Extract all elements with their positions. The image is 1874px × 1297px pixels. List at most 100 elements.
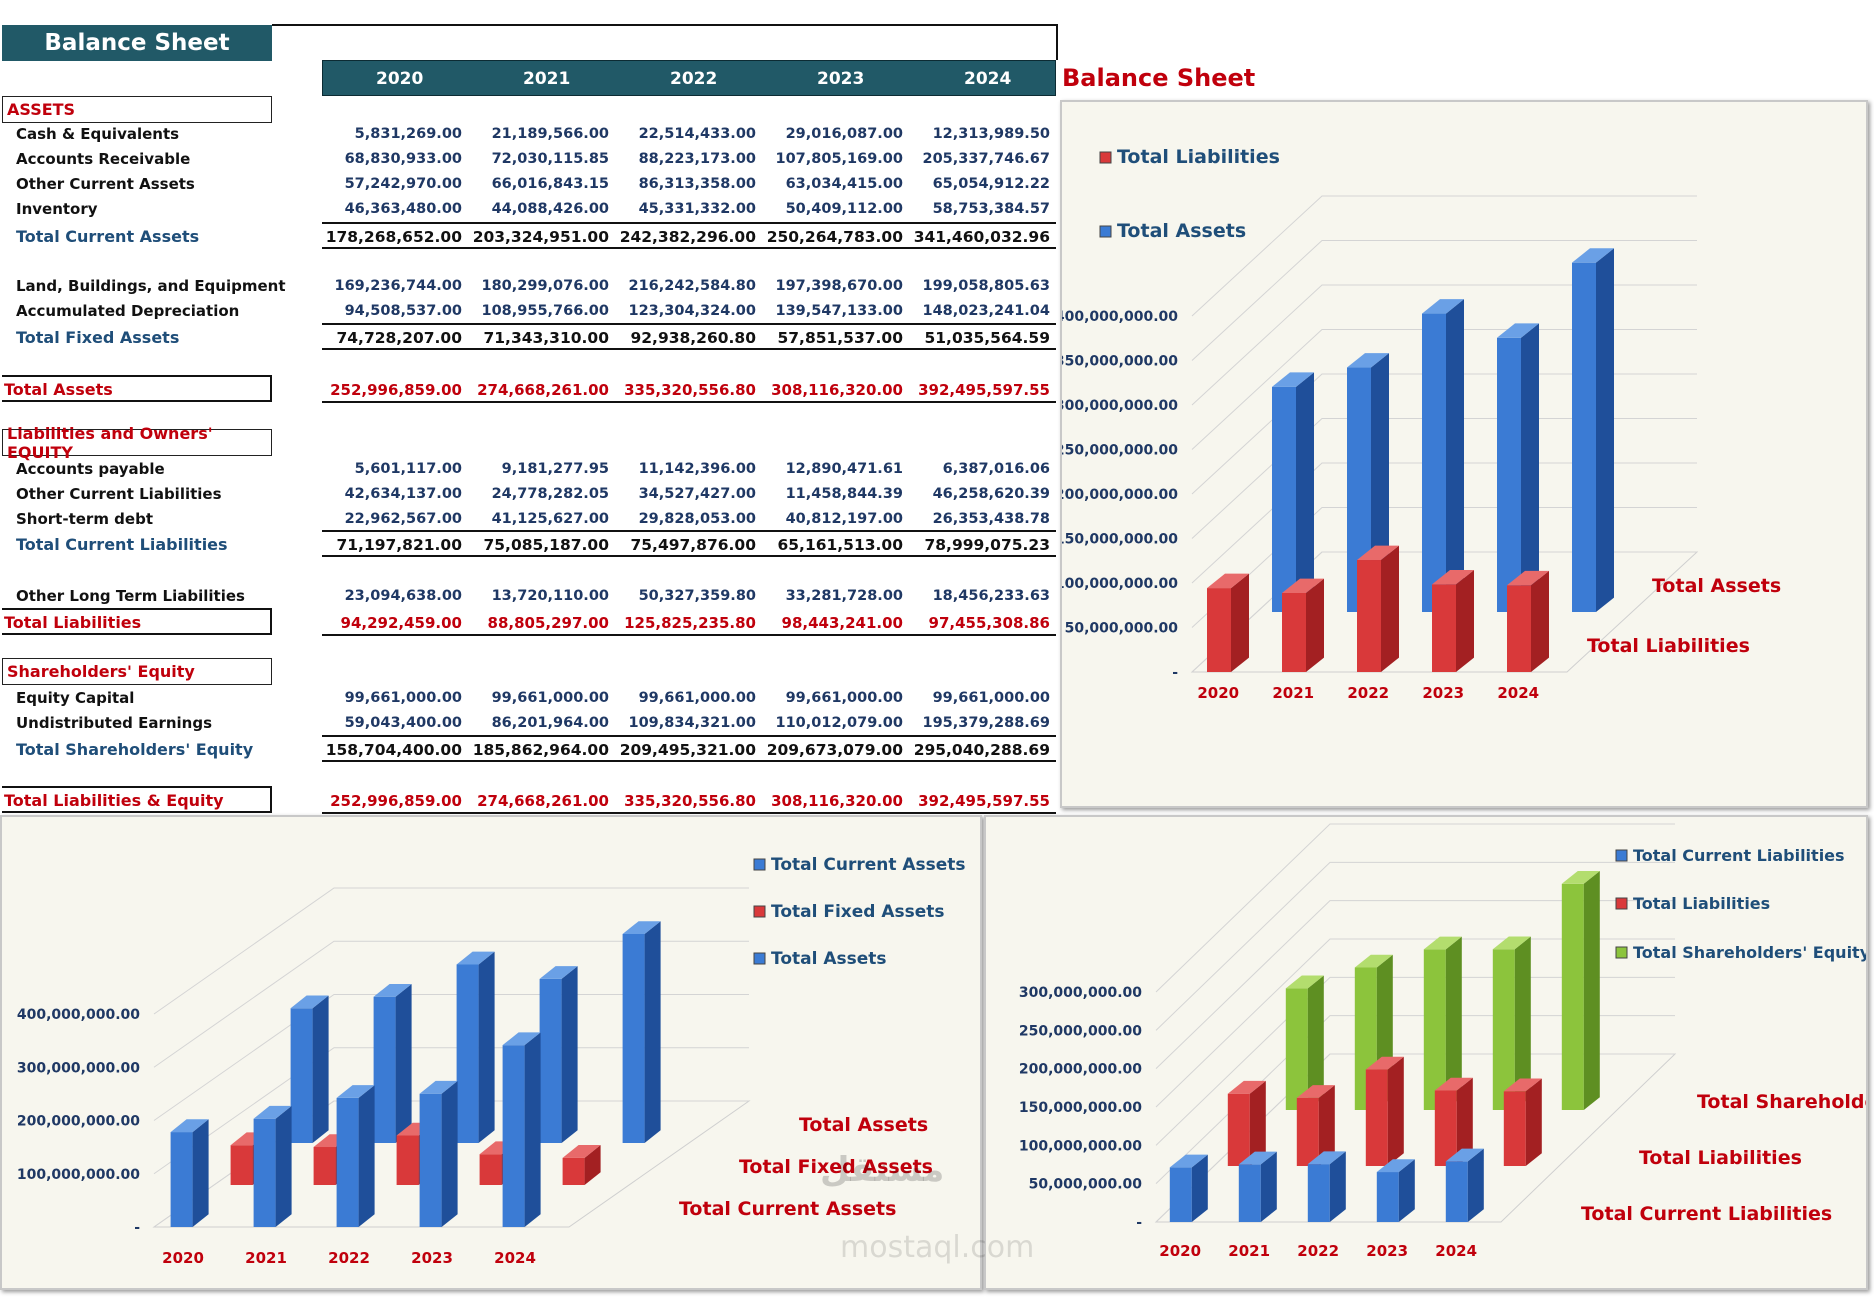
row-value-2022: 109,834,321.00 [628, 715, 756, 731]
y-tick-label: 50,000,000.00 [1065, 621, 1179, 637]
bar-total-shareholders-equity-2022 [1423, 936, 1462, 1110]
row-value-2020: 178,268,652.00 [325, 228, 462, 246]
row-rule [322, 812, 1056, 814]
x-tick-label: 2023 [411, 1249, 453, 1267]
x-tick-label: 2022 [328, 1249, 370, 1267]
y-tick-label: 200,000,000.00 [17, 1114, 140, 1130]
section-equity: Shareholders' Equity [2, 658, 272, 685]
table-row-lbe: Land, Buildings, and Equipment 169,236,74… [0, 274, 1060, 299]
row-value-2023: 50,409,112.00 [785, 201, 903, 217]
y-tick-label: 400,000,000.00 [1062, 309, 1178, 325]
row-value-2023: 65,161,513.00 [777, 536, 903, 554]
row-value-2023: 29,016,087.00 [785, 126, 903, 142]
table-row-std: Short-term debt 22,962,567.00 41,125,627.0… [0, 507, 1060, 532]
table-row-ue: Undistributed Earnings 59,043,400.00 86,20… [0, 711, 1060, 736]
y-tick-label: 300,000,000.00 [1062, 398, 1178, 414]
row-rule [322, 634, 1056, 636]
year-header-2024: 2024 [964, 69, 1012, 89]
x-tick-label: 2021 [1272, 684, 1314, 702]
chart-svg: - 50,000,000.00 100,000,000.00 150,000,000.… [1062, 146, 1781, 702]
row-value-2024: 78,999,075.23 [924, 536, 1050, 554]
gridline [1155, 823, 1675, 993]
table-row-tfa: Total Fixed Assets 74,728,207.00 71,343,31… [0, 325, 1060, 350]
series-axis-label: Total Current Assets [679, 1198, 896, 1220]
row-value-2020: 94,508,537.00 [344, 303, 462, 319]
row-value-2020: 158,704,400.00 [325, 741, 462, 759]
series-axis-label: Total Assets [799, 1114, 928, 1136]
row-value-2020: 169,236,744.00 [334, 278, 462, 294]
row-value-2021: 41,125,627.00 [491, 511, 609, 527]
chart-liabilities-vs-assets: - 50,000,000.00 100,000,000.00 150,000,000.… [1060, 100, 1868, 808]
row-value-2024: 6,387,016.06 [942, 461, 1050, 477]
legend-swatch [1099, 151, 1112, 164]
row-value-2024: 295,040,288.69 [913, 741, 1050, 759]
row-rule [322, 530, 1056, 532]
row-value-2021: 108,955,766.00 [481, 303, 609, 319]
bar-total-liabilities-2020 [1207, 573, 1249, 672]
row-label: Total Assets [4, 380, 113, 399]
row-value-2024: 18,456,233.63 [932, 588, 1050, 604]
row-value-2022: 11,142,396.00 [638, 461, 756, 477]
bar-total-liabilities-2022 [1365, 1056, 1404, 1166]
table-row-ap: Accounts payable 5,601,117.00 9,181,277.95… [0, 457, 1060, 482]
row-value-2024: 392,495,597.55 [918, 792, 1050, 810]
row-rule [322, 555, 1056, 557]
row-value-2024: 51,035,564.59 [924, 329, 1050, 347]
row-value-2023: 308,116,320.00 [771, 792, 903, 810]
series-axis-label: Total Assets [1652, 575, 1781, 597]
row-value-2024: 58,753,384.57 [932, 201, 1050, 217]
row-label: Other Current Assets [16, 175, 195, 193]
y-tick-label: - [134, 1220, 140, 1236]
row-value-2023: 139,547,133.00 [775, 303, 903, 319]
table-row-oca: Other Current Assets 57,242,970.00 66,016,… [0, 172, 1060, 197]
total-label-box [2, 608, 272, 635]
row-value-2020: 74,728,207.00 [336, 329, 462, 347]
y-tick-label: 250,000,000.00 [1062, 443, 1178, 459]
row-value-2024: 12,313,989.50 [932, 126, 1050, 142]
bar-total-current-liabilities-2024 [1445, 1148, 1484, 1222]
row-value-2022: 50,327,359.80 [638, 588, 756, 604]
year-header-2023: 2023 [817, 69, 865, 89]
row-value-2022: 242,382,296.00 [619, 228, 756, 246]
row-value-2021: 180,299,076.00 [481, 278, 609, 294]
section-assets: ASSETS [2, 96, 272, 123]
watermark-arabic: مستقل [820, 1150, 945, 1190]
row-value-2023: 197,398,670.00 [775, 278, 903, 294]
row-value-2024: 341,460,032.96 [913, 228, 1050, 246]
y-tick-label: 200,000,000.00 [1062, 487, 1178, 503]
year-header: 2020 2021 2022 2023 2024 [322, 60, 1056, 96]
row-value-2021: 21,189,566.00 [491, 126, 609, 142]
row-value-2023: 11,458,844.39 [785, 486, 903, 502]
x-tick-label: 2021 [1228, 1242, 1270, 1260]
table-row-ta: Total Assets 252,996,859.00 274,668,261.00… [0, 377, 1060, 402]
row-value-2020: 99,661,000.00 [344, 690, 462, 706]
row-value-2022: 335,320,556.80 [624, 792, 756, 810]
row-value-2020: 94,292,459.00 [340, 614, 462, 632]
row-rule [322, 247, 1056, 249]
row-value-2020: 23,094,638.00 [344, 588, 462, 604]
row-value-2021: 72,030,115.85 [491, 151, 609, 167]
y-tick-label: 300,000,000.00 [1019, 985, 1142, 1001]
y-tick-label: - [1136, 1215, 1142, 1231]
chart-assets-breakdown: - 100,000,000.00 200,000,000.00 300,000,000… [0, 815, 982, 1290]
gridline [1155, 1015, 1675, 1185]
row-label: Land, Buildings, and Equipment [16, 277, 286, 295]
bar-total-liabilities-2021 [1282, 578, 1324, 672]
row-value-2020: 252,996,859.00 [330, 381, 462, 399]
table-row-tse: Total Shareholders' Equity 158,704,400.00… [0, 737, 1060, 762]
y-tick-label: 100,000,000.00 [17, 1167, 140, 1183]
row-label: Short-term debt [16, 510, 153, 528]
gridline [153, 940, 749, 1068]
gridline [1191, 240, 1697, 361]
bar-total-assets-2022 [1422, 299, 1464, 612]
row-value-2024: 65,054,912.22 [932, 176, 1050, 192]
legend-label: Total Assets [771, 949, 887, 969]
row-label: Total Liabilities & Equity [4, 791, 224, 810]
row-value-2023: 308,116,320.00 [771, 381, 903, 399]
year-header-2020: 2020 [376, 69, 424, 89]
x-tick-label: 2023 [1366, 1242, 1408, 1260]
row-label: Total Current Assets [16, 227, 200, 246]
bar-total-current-assets-2021 [253, 1105, 292, 1227]
bar-total-current-assets-2023 [419, 1080, 458, 1227]
y-tick-label: 350,000,000.00 [1062, 354, 1178, 370]
